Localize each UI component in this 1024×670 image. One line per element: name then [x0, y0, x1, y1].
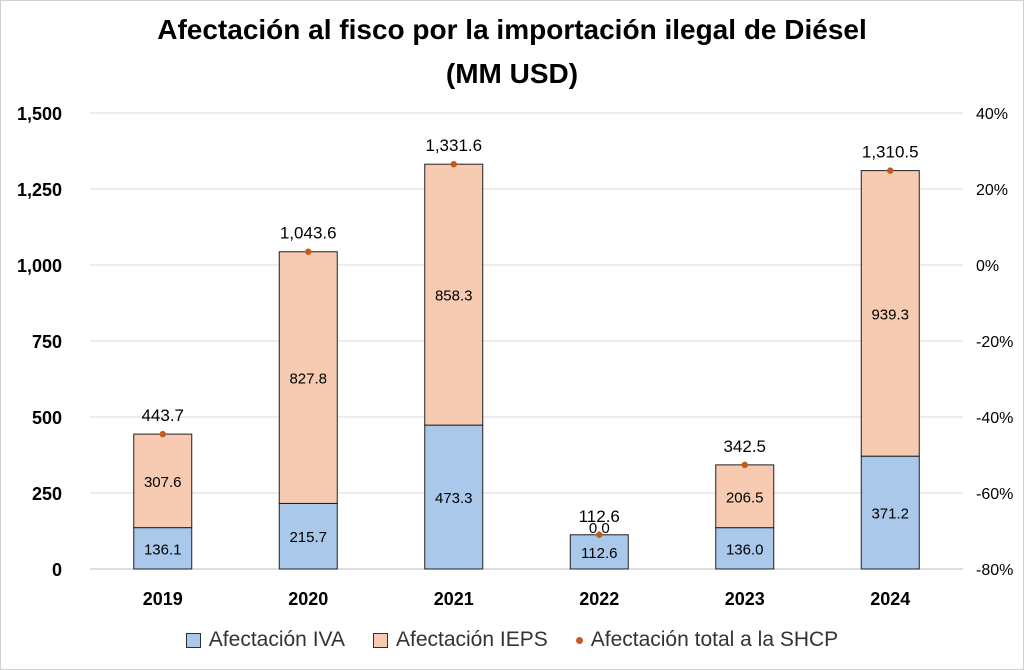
bar-ieps: [424, 163, 484, 426]
y-tick-label: 1,500: [17, 104, 62, 124]
data-label-iva: 215.7: [289, 529, 327, 546]
data-label-total: 1,331.6: [425, 136, 482, 155]
bar-iva: [715, 527, 775, 570]
legend-swatch-iva: [185, 632, 201, 648]
data-label-total: 112.6: [579, 507, 620, 526]
data-label-ieps: 858.3: [435, 288, 473, 305]
bar-iva: [278, 502, 338, 570]
point-total: [741, 461, 748, 469]
point-total: [450, 160, 457, 168]
chart-title: Afectación al fisco por la importación i…: [157, 14, 867, 45]
data-label-iva: 136.1: [144, 541, 182, 558]
y-tick-label: 500: [32, 408, 62, 428]
data-label-total: 443.7: [141, 406, 184, 425]
data-label-ieps: 206.5: [726, 489, 764, 506]
bar-ieps: [278, 251, 338, 504]
point-total: [305, 248, 312, 255]
y2-tick-label: -80%: [976, 562, 1013, 579]
y2-tick-label: -60%: [976, 486, 1013, 503]
legend-marker-total: [575, 636, 583, 644]
legend-item-total: Afectación total a la SHCP: [575, 628, 839, 652]
y-tick-label: 250: [32, 484, 62, 504]
data-label-total: 1,310.5: [862, 143, 919, 162]
y2-tick-label: 0%: [976, 258, 999, 275]
bar-ieps: [133, 433, 193, 529]
data-label-ieps: 0.0: [589, 520, 610, 537]
point-total: [887, 167, 894, 174]
y-tick-label: 0: [52, 560, 62, 580]
y-tick-label: 1,000: [17, 256, 62, 276]
x-tick-label: 2020: [288, 589, 328, 609]
legend-label-iva: Afectación IVA: [208, 628, 345, 651]
point-total: [596, 531, 603, 538]
x-tick-label: 2019: [143, 589, 183, 609]
legend-item-ieps: Afectación IEPS: [372, 628, 548, 652]
bar-ieps: [715, 464, 775, 529]
data-label-total: 1,043.6: [280, 224, 337, 243]
data-label-iva: 473.3: [435, 490, 473, 507]
y2-tick-label: 20%: [976, 182, 1008, 199]
x-tick-label: 2022: [579, 589, 619, 609]
bar-iva: [424, 424, 484, 570]
data-label-ieps: 827.8: [289, 371, 327, 388]
y2-tick-label: -40%: [976, 410, 1013, 427]
point-total: [159, 430, 166, 438]
legend-item-iva: Afectación IVA: [185, 628, 345, 652]
y2-tick-label: 40%: [976, 106, 1008, 123]
legend-label-ieps: Afectación IEPS: [395, 628, 548, 651]
data-label-iva: 112.6: [581, 545, 617, 562]
data-label-ieps: 939.3: [871, 306, 909, 323]
chart-subtitle: (MM USD): [445, 58, 579, 89]
bar-ieps: [860, 170, 920, 457]
y-tick-label: 750: [32, 332, 62, 352]
bar-iva: [860, 455, 920, 570]
legend: Afectación IVA Afectación IEPS Afectació…: [0, 625, 1024, 655]
data-label-ieps: 307.6: [144, 474, 182, 491]
x-tick-label: 2021: [434, 589, 474, 609]
y-tick-label: 1,250: [17, 180, 62, 200]
x-tick-label: 2023: [725, 589, 765, 609]
data-label-iva: 371.2: [871, 506, 909, 523]
bar-iva: [133, 527, 193, 570]
data-label-total: 342.5: [723, 437, 766, 456]
legend-label-total: Afectación total a la SHCP: [590, 628, 839, 651]
bar-iva: [569, 534, 629, 570]
data-label-iva: 136.0: [726, 541, 764, 558]
legend-swatch-ieps: [372, 632, 388, 648]
x-tick-label: 2024: [870, 589, 910, 609]
y2-tick-label: -20%: [976, 334, 1013, 351]
